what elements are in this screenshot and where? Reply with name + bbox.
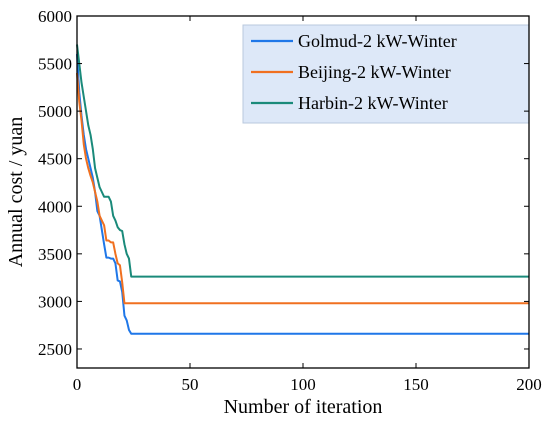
series-line-1 [76,53,529,335]
y-tick-label: 3000 [38,292,72,311]
series-layer [76,44,529,335]
x-tick-label: 100 [290,375,316,394]
y-axis-title: Annual cost / yuan [5,117,27,268]
axis-ticks: 0 50 100 150 200 2500 3000 3500 4000 4500 5000 5500… [38,7,542,394]
y-tick-label: 2500 [38,340,72,359]
legend-label-3: Harbin-2 kW-Winter [298,93,448,113]
series-line-2 [76,73,529,305]
x-tick-label: 0 [73,375,82,394]
y-tick-label: 5500 [38,55,72,74]
y-tick-label: 3500 [38,245,72,264]
x-tick-label: 50 [182,375,199,394]
x-tick-label: 200 [516,375,542,394]
legend: Golmud-2 kW-Winter Beijing-2 kW-Winter Har… [242,24,530,124]
y-tick-label: 4500 [38,150,72,169]
series-line-3 [76,44,529,278]
y-tick-label: 5000 [38,102,72,121]
legend-label-1: Golmud-2 kW-Winter [298,31,457,51]
x-axis-title: Number of iteration [224,396,383,418]
y-tick-label: 6000 [38,7,72,26]
x-tick-label: 150 [403,375,429,394]
legend-label-2: Beijing-2 kW-Winter [298,62,451,82]
y-tick-label: 4000 [38,197,72,216]
